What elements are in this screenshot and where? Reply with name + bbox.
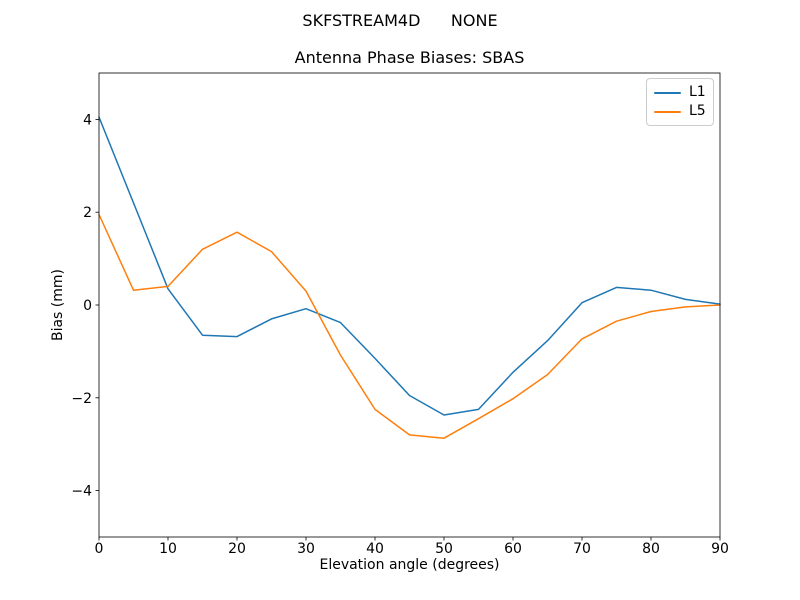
legend-entry-L5: L5 [654, 102, 713, 121]
y-axis-label: Bias (mm) [50, 268, 66, 342]
x-tick-label: 90 [711, 541, 729, 557]
legend-label-L1: L1 [689, 84, 706, 100]
legend-entry-L1: L1 [654, 83, 713, 102]
x-tick-label: 0 [95, 541, 104, 557]
x-tick-label: 10 [159, 541, 177, 557]
legend-line-swatch-L5 [654, 110, 681, 113]
legend: L1 L5 [646, 78, 714, 126]
x-tick-label: 80 [642, 541, 660, 557]
series-line-L1 [98, 116, 721, 416]
legend-label-L5: L5 [689, 103, 706, 119]
plot-border [98, 72, 721, 538]
y-tick-label: −2 [71, 391, 92, 407]
x-tick-label: 30 [297, 541, 315, 557]
chart-title: Antenna Phase Biases: SBAS [294, 48, 525, 67]
y-tick-label: 2 [83, 205, 92, 221]
x-tick-label: 60 [504, 541, 522, 557]
y-tick-label: 4 [83, 112, 92, 128]
y-tick-label: 0 [83, 298, 92, 314]
x-tick-label: 40 [366, 541, 384, 557]
y-tick-label: −4 [71, 484, 92, 500]
x-tick-label: 50 [435, 541, 453, 557]
series-line-L5 [98, 213, 721, 439]
figure-suptitle: SKFSTREAM4D NONE [302, 11, 498, 30]
x-tick-label: 70 [573, 541, 591, 557]
x-axis-label: Elevation angle (degrees) [319, 557, 500, 573]
legend-line-swatch-L1 [654, 91, 681, 94]
x-tick-label: 20 [228, 541, 246, 557]
